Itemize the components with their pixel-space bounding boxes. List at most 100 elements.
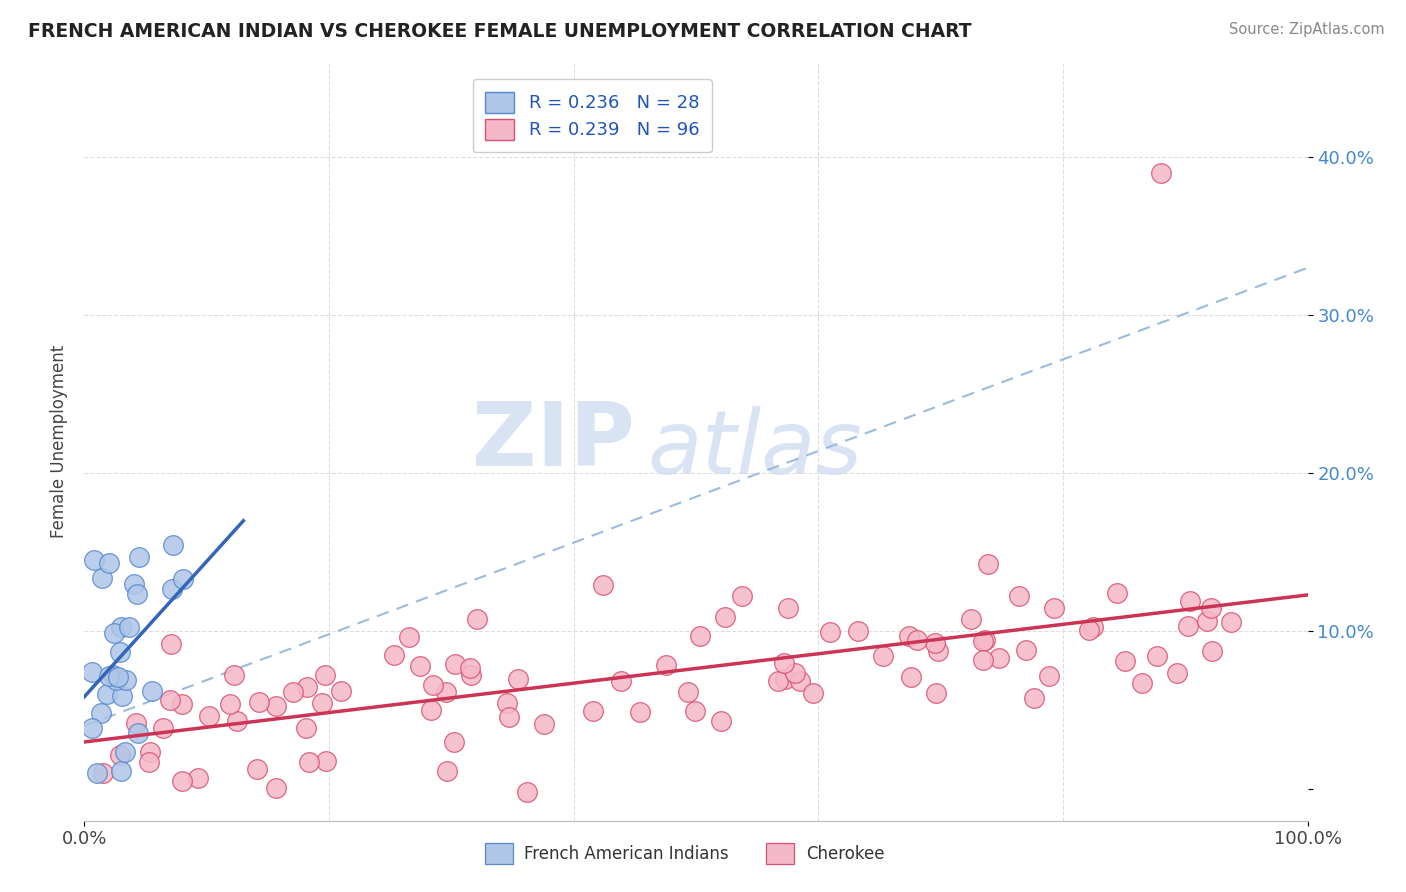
Text: French American Indians: French American Indians bbox=[524, 845, 730, 863]
Point bbox=[103, 625, 125, 640]
Point bbox=[329, 684, 352, 698]
Point bbox=[114, 745, 136, 759]
Point bbox=[80, 665, 103, 680]
Point bbox=[1008, 589, 1031, 603]
Text: FRENCH AMERICAN INDIAN VS CHEROKEE FEMALE UNEMPLOYMENT CORRELATION CHART: FRENCH AMERICAN INDIAN VS CHEROKEE FEMAL… bbox=[28, 22, 972, 41]
Point bbox=[1178, 593, 1201, 607]
Point bbox=[297, 680, 319, 694]
Point bbox=[1038, 669, 1060, 683]
Point bbox=[125, 715, 148, 730]
Point bbox=[141, 683, 163, 698]
Point bbox=[506, 672, 529, 686]
Point bbox=[108, 645, 131, 659]
Point bbox=[86, 765, 108, 780]
Point bbox=[988, 651, 1011, 665]
Point bbox=[162, 538, 184, 552]
Point bbox=[924, 686, 946, 700]
Point bbox=[444, 657, 467, 671]
Point bbox=[98, 556, 121, 570]
Point bbox=[498, 710, 520, 724]
Text: atlas: atlas bbox=[647, 406, 862, 492]
Point bbox=[582, 704, 605, 718]
Point bbox=[82, 721, 104, 735]
Point bbox=[773, 672, 796, 686]
Point bbox=[1146, 648, 1168, 663]
Point bbox=[104, 673, 127, 687]
Point bbox=[516, 785, 538, 799]
Point bbox=[408, 658, 430, 673]
Point bbox=[592, 578, 614, 592]
Point bbox=[683, 704, 706, 718]
Point bbox=[900, 670, 922, 684]
Point bbox=[382, 648, 405, 662]
Point bbox=[294, 721, 316, 735]
Point bbox=[247, 695, 270, 709]
Point bbox=[960, 612, 983, 626]
Point bbox=[801, 686, 824, 700]
Point bbox=[97, 669, 120, 683]
Point bbox=[420, 703, 443, 717]
Point bbox=[773, 656, 796, 670]
Point bbox=[655, 658, 678, 673]
Point bbox=[96, 687, 118, 701]
Point bbox=[311, 696, 333, 710]
Point bbox=[90, 572, 112, 586]
Point bbox=[972, 653, 994, 667]
Point bbox=[785, 665, 807, 680]
Point bbox=[689, 629, 711, 643]
Point bbox=[1220, 615, 1243, 630]
Point bbox=[1130, 676, 1153, 690]
Point bbox=[714, 609, 737, 624]
Point bbox=[398, 631, 420, 645]
Point bbox=[101, 667, 124, 681]
Point bbox=[170, 697, 193, 711]
Point bbox=[465, 612, 488, 626]
Point bbox=[187, 771, 209, 785]
Point bbox=[107, 670, 129, 684]
Point bbox=[1015, 642, 1038, 657]
Point bbox=[315, 755, 337, 769]
Point bbox=[218, 698, 240, 712]
Point bbox=[159, 693, 181, 707]
Point bbox=[118, 619, 141, 633]
Point bbox=[898, 629, 921, 643]
Point bbox=[128, 549, 150, 564]
Point bbox=[127, 726, 149, 740]
FancyBboxPatch shape bbox=[485, 843, 513, 864]
Point bbox=[818, 625, 841, 640]
Point bbox=[90, 706, 112, 721]
Point bbox=[460, 660, 482, 674]
Point bbox=[122, 577, 145, 591]
Point bbox=[905, 632, 928, 647]
Point bbox=[224, 668, 246, 682]
Point bbox=[138, 756, 160, 770]
Point bbox=[710, 714, 733, 728]
Point bbox=[172, 572, 194, 586]
Point bbox=[172, 774, 194, 789]
Point bbox=[436, 684, 458, 698]
Point bbox=[114, 673, 136, 688]
Point bbox=[298, 756, 321, 770]
Point bbox=[610, 673, 633, 688]
Point bbox=[1081, 620, 1104, 634]
Point bbox=[436, 764, 458, 779]
Point bbox=[1024, 691, 1046, 706]
Point bbox=[533, 716, 555, 731]
Point bbox=[83, 552, 105, 566]
Point bbox=[139, 745, 162, 759]
Point bbox=[731, 589, 754, 603]
Point bbox=[443, 735, 465, 749]
Point bbox=[281, 685, 304, 699]
Point bbox=[226, 714, 249, 728]
Point bbox=[789, 674, 811, 689]
Point bbox=[628, 705, 651, 719]
Point bbox=[1195, 615, 1218, 629]
Point bbox=[110, 620, 132, 634]
Point bbox=[676, 685, 699, 699]
Point bbox=[495, 696, 517, 710]
Point bbox=[160, 582, 183, 597]
Point bbox=[422, 678, 444, 692]
Point bbox=[766, 674, 789, 689]
Point bbox=[91, 766, 114, 780]
Point bbox=[125, 587, 148, 601]
